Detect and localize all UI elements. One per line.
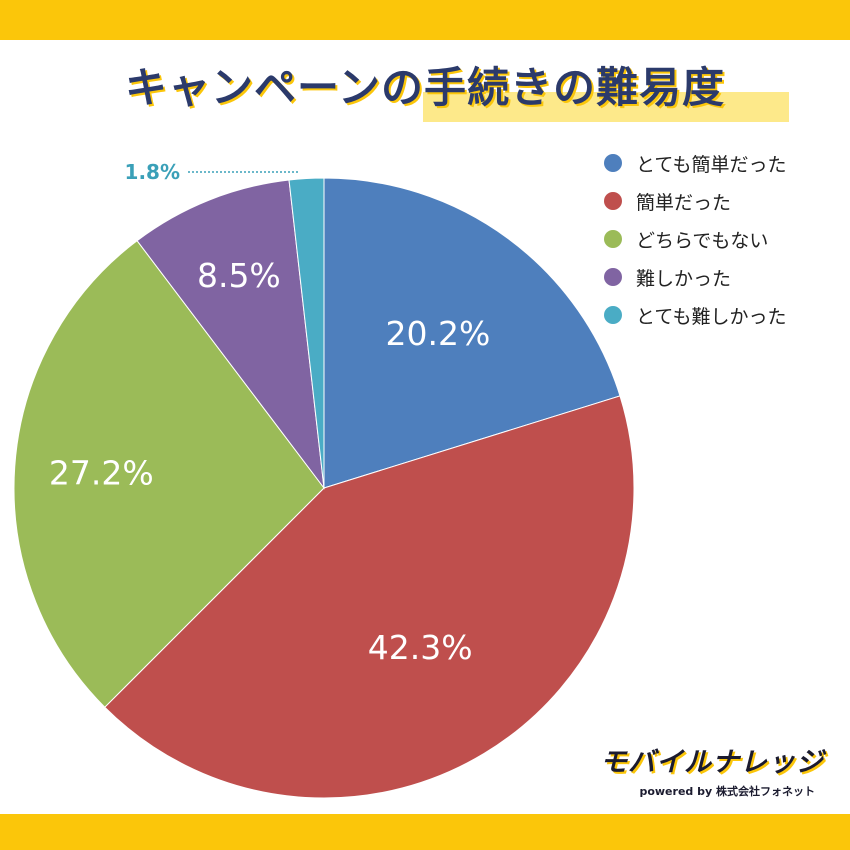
legend-swatch-1 bbox=[604, 154, 622, 172]
legend-item-3: どちらでもない bbox=[604, 220, 786, 258]
legend-swatch-2 bbox=[604, 192, 622, 210]
legend-swatch-4 bbox=[604, 268, 622, 286]
legend-label-3: どちらでもない bbox=[636, 229, 769, 252]
brand-logo-main: モバイルナレッジ bbox=[600, 747, 824, 778]
top-banner-stripe bbox=[0, 0, 850, 40]
legend-label-5: とても難しかった bbox=[636, 305, 787, 328]
legend-label-1: とても簡単だった bbox=[636, 153, 787, 176]
brand-logo-sub: powered by 株式会社フォネット bbox=[639, 785, 815, 798]
chart-title: キャンペーンの手続きの難易度 bbox=[125, 63, 725, 112]
legend-swatch-3 bbox=[604, 230, 622, 248]
legend-item-5: とても難しかった bbox=[604, 296, 786, 334]
bottom-banner-stripe bbox=[0, 814, 850, 850]
slice-label-5: 1.8% bbox=[125, 160, 180, 184]
pie-slice-1 bbox=[323, 177, 621, 489]
legend-swatch-5 bbox=[604, 306, 622, 324]
legend-item-4: 難しかった bbox=[604, 258, 786, 296]
legend-item-1: とても簡単だった bbox=[604, 144, 786, 182]
brand-logo: モバイルナレッジ powered by 株式会社フォネット bbox=[600, 740, 824, 800]
slice-label-2: 42.3% bbox=[368, 628, 473, 667]
pie-slice-2 bbox=[104, 395, 635, 799]
pie-slice-3 bbox=[13, 239, 325, 708]
legend-item-2: 簡単だった bbox=[604, 182, 786, 220]
legend-label-2: 簡単だった bbox=[636, 191, 732, 214]
pie-slice-4 bbox=[136, 179, 325, 490]
slice-label-1: 20.2% bbox=[386, 314, 491, 353]
slice-label-4: 8.5% bbox=[197, 256, 281, 295]
title-highlight bbox=[423, 92, 789, 122]
chart-legend: とても簡単だった 簡単だったどちらでもない 難しかったとても難しかった bbox=[604, 144, 786, 334]
pie-slice-5 bbox=[288, 177, 325, 489]
legend-label-4: 難しかった bbox=[636, 267, 732, 290]
slice-label-3: 27.2% bbox=[49, 454, 154, 493]
